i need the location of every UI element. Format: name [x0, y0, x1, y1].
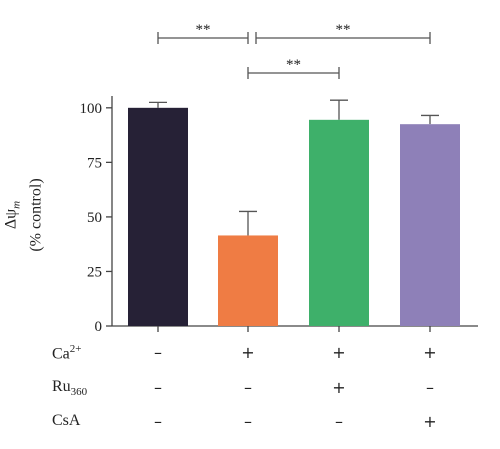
condition-value: – [244, 378, 252, 397]
condition-value: + [241, 343, 255, 362]
condition-value: + [332, 343, 346, 362]
condition-name: Ru [52, 378, 71, 395]
y-tick-label: 25 [87, 264, 102, 280]
y-tick-label: 50 [87, 210, 102, 226]
bar [400, 124, 460, 326]
bar [309, 119, 369, 327]
condition-superscript: 2+ [69, 343, 82, 355]
condition-value: + [332, 378, 346, 397]
condition-value: – [154, 412, 162, 431]
condition-label: Ru360 [52, 378, 87, 398]
condition-value: – [154, 378, 162, 397]
significance-label: ** [196, 22, 211, 38]
significance-label: ** [336, 22, 351, 38]
condition-value: – [154, 343, 162, 362]
condition-value: + [423, 412, 437, 431]
y-axis-label: Δψm (% control) [1, 178, 46, 251]
condition-label: CsA [52, 412, 80, 430]
bar [218, 235, 278, 326]
y-tick-label: 0 [95, 319, 103, 335]
y-axis-unit: (% control) [27, 178, 45, 252]
condition-name: Ca [52, 345, 70, 363]
condition-value: – [335, 412, 343, 431]
y-tick-label: 100 [80, 101, 103, 117]
y-tick-label: 75 [87, 155, 102, 171]
condition-value: – [244, 412, 252, 431]
condition-value: + [423, 343, 437, 362]
condition-value: – [426, 378, 434, 397]
y-axis-symbol: Δψ [2, 208, 20, 230]
condition-label: Ca2+ [52, 343, 82, 363]
condition-subscript: 360 [70, 386, 88, 399]
significance-label: ** [286, 57, 301, 73]
y-axis-subscript: m [10, 200, 23, 209]
condition-name: CsA [52, 412, 81, 429]
bar [128, 107, 188, 327]
